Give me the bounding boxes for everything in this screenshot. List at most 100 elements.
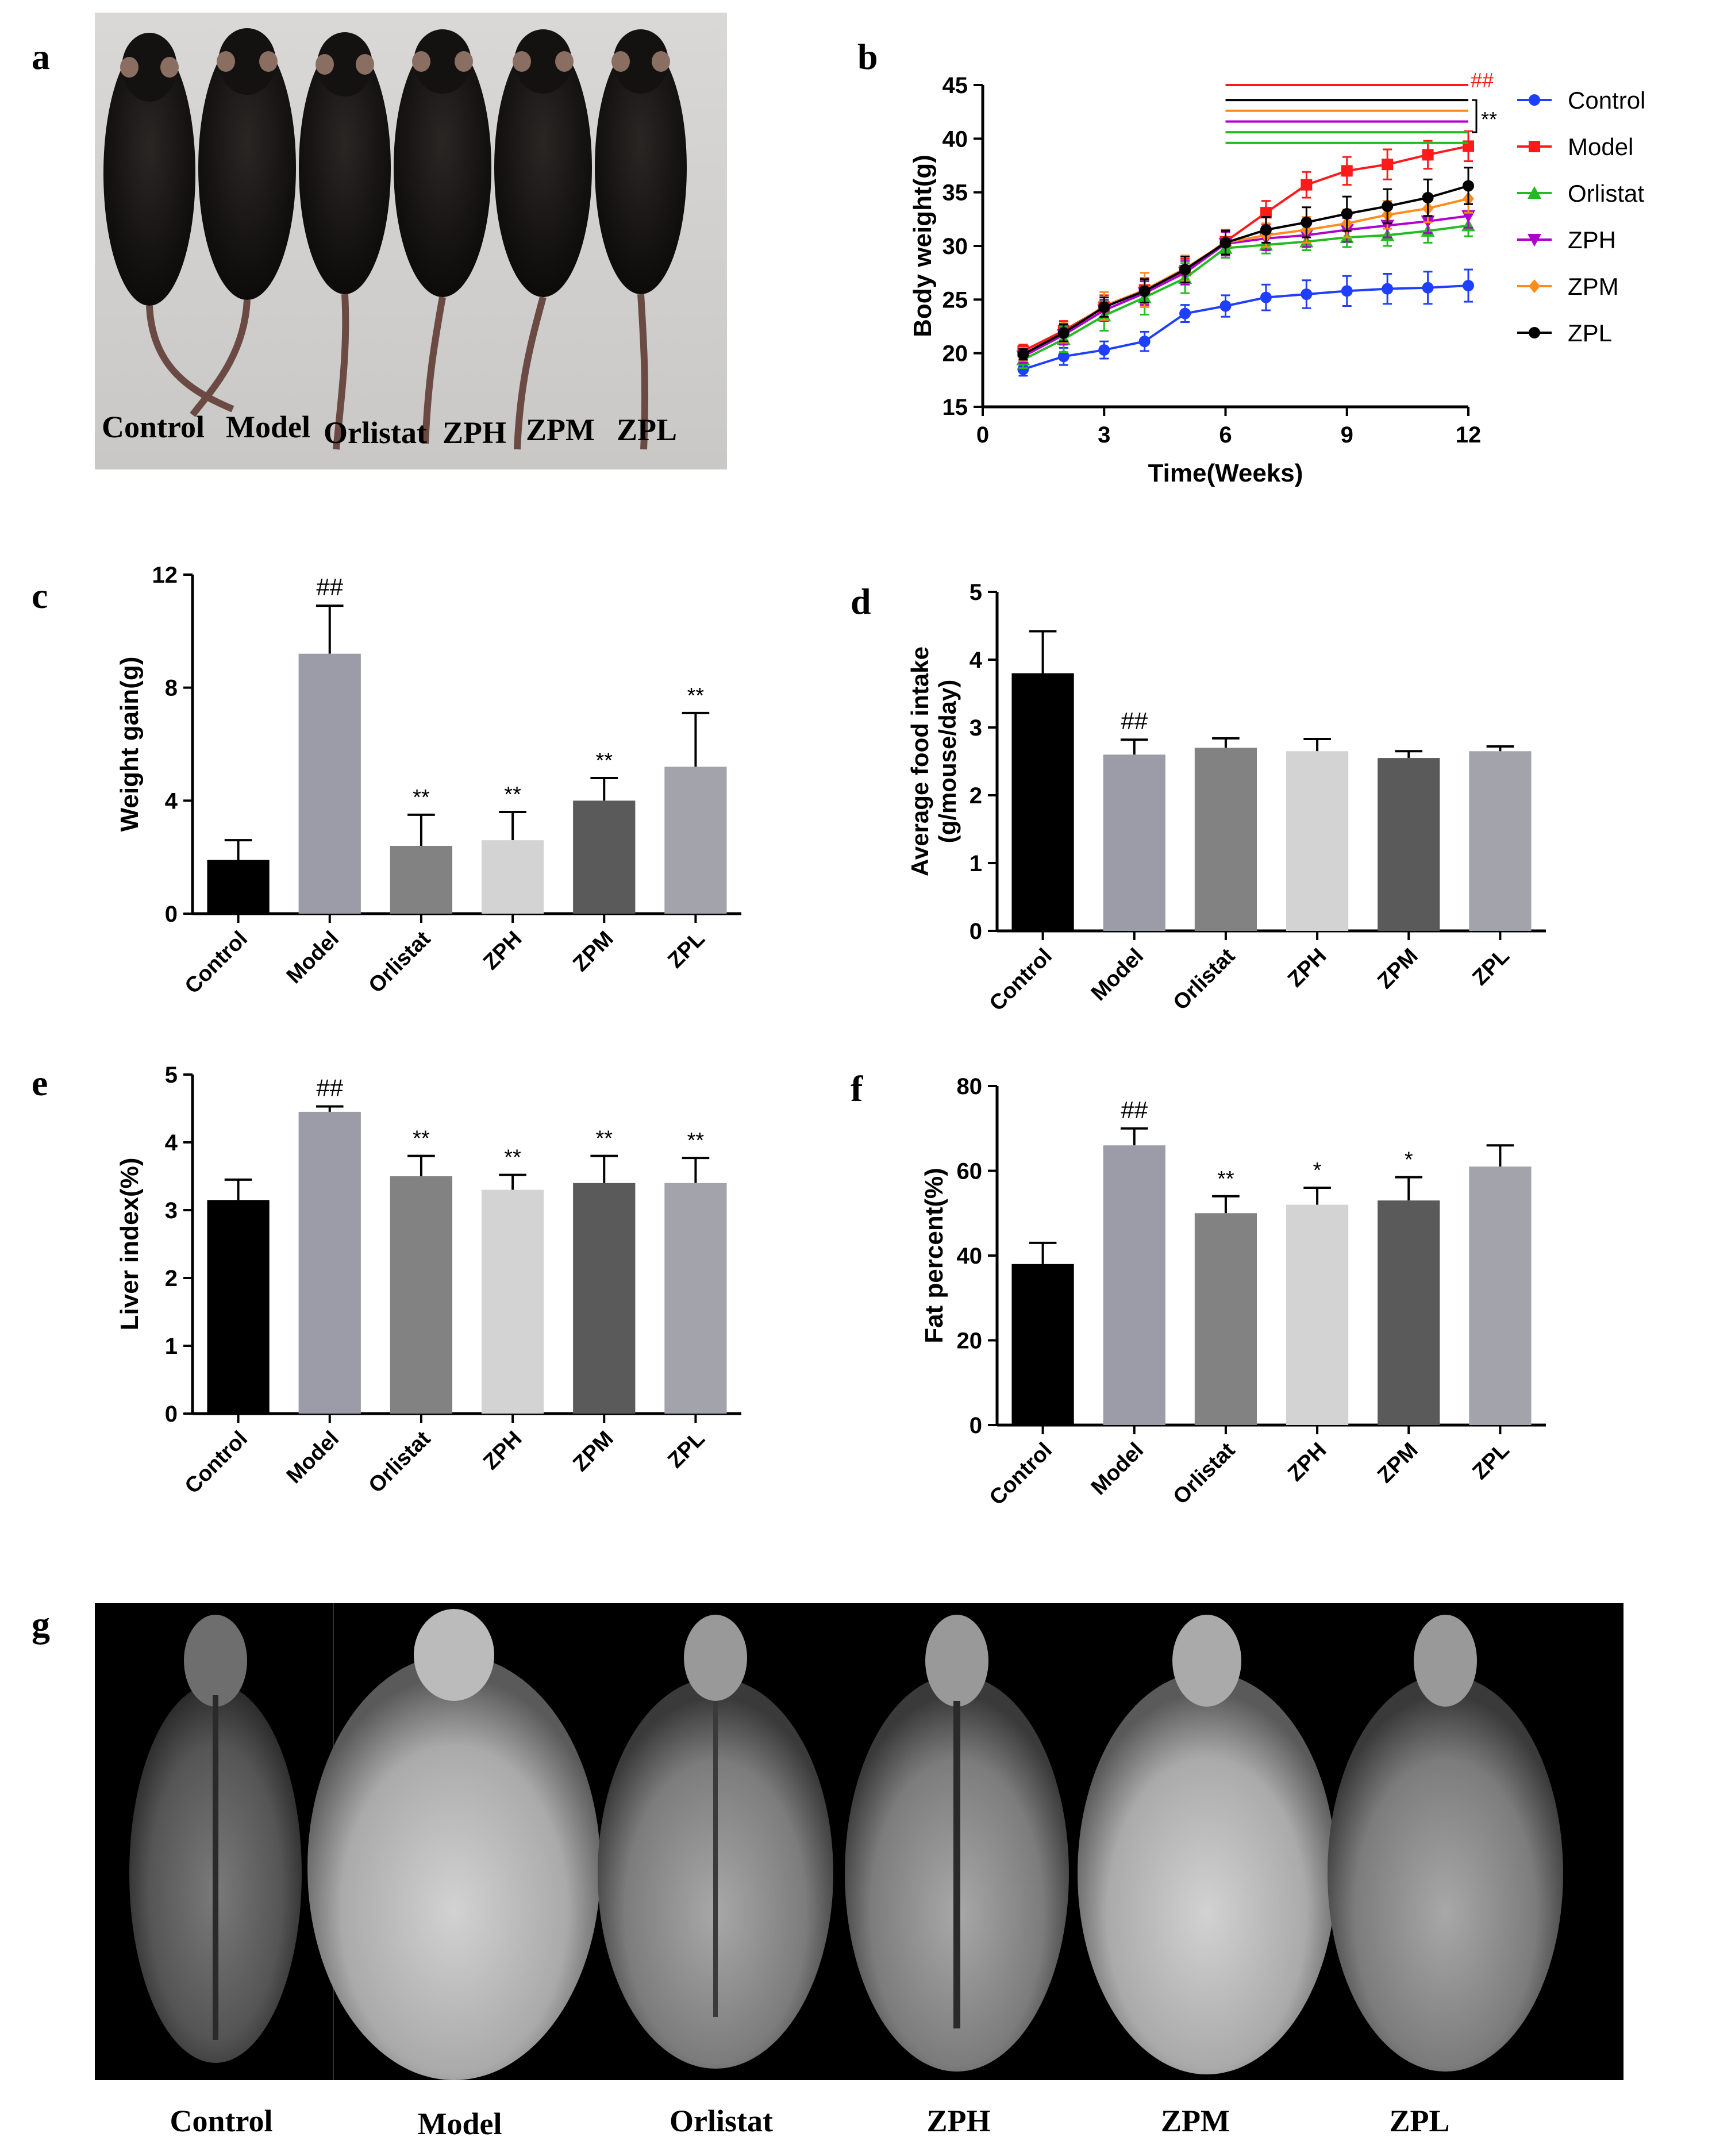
legend-item-zpm: ZPM (1517, 273, 1619, 300)
mice-photo-illustration (95, 13, 727, 469)
bar-group-zpl: ** ZPL (663, 684, 727, 973)
bar (664, 1183, 727, 1414)
x-tick-label: Orlistat (1169, 944, 1240, 1015)
bar (1286, 1204, 1349, 1425)
significance-mark: ** (595, 1127, 613, 1151)
data-point (1179, 264, 1191, 276)
bar-group-model: ## Model (1087, 1096, 1165, 1500)
bar (1286, 751, 1349, 931)
bar-group-zph: ** ZPH (479, 783, 544, 975)
data-point (1382, 159, 1394, 171)
bar (1103, 754, 1165, 931)
data-point (1138, 336, 1151, 348)
x-tick-label: ZPH (1283, 944, 1331, 992)
data-point (1260, 224, 1272, 236)
y-tick-label: 0 (970, 1413, 982, 1438)
significance-mark: ** (413, 786, 430, 810)
bar-group-orlistat: ** Orlistat (1169, 1167, 1257, 1509)
bar (298, 653, 361, 914)
y-tick-label: 4 (165, 788, 178, 814)
bar (207, 860, 270, 914)
data-point (1017, 363, 1029, 375)
series-line (1022, 184, 1469, 356)
data-point (1098, 301, 1110, 313)
y-tick-label: 12 (152, 563, 178, 588)
bar-group-zpl: ** ZPL (663, 1129, 727, 1473)
x-tick-label: ZPH (479, 1427, 526, 1474)
significance-mark: ** (504, 783, 521, 807)
y-tick-label: 8 (165, 676, 178, 701)
xray-label-zph: ZPH (926, 2104, 991, 2138)
y-tick-label: 35 (942, 180, 968, 206)
significance-mark: * (1313, 1158, 1322, 1183)
bar (1378, 1200, 1440, 1425)
xray-zpl (1328, 1615, 1563, 2072)
x-tick-label: Control (985, 1438, 1057, 1510)
data-point (1529, 327, 1540, 338)
x-tick-label: Control (180, 1427, 252, 1499)
xray-images (129, 1603, 1563, 2080)
y-tick-label: 60 (957, 1159, 983, 1184)
significance-mark: ** (687, 684, 705, 708)
y-axis-title: Weight gain(g) (116, 657, 144, 832)
significance-mark: ** (687, 1129, 705, 1153)
bar (1194, 1213, 1257, 1425)
y-tick-label: 40 (957, 1243, 983, 1269)
data-point (1422, 282, 1434, 294)
x-tick-label: ZPM (1373, 944, 1422, 994)
xray-label-orlistat: Orlistat (670, 2104, 773, 2138)
mice-photo: Control Model Orlistat ZPH ZPM ZPL (95, 13, 727, 469)
bar-group-orlistat: ** Orlistat (364, 1127, 453, 1497)
bar (664, 767, 727, 914)
panel-label-a: a (32, 36, 50, 77)
bar (1469, 751, 1532, 931)
series-zpl (1017, 167, 1474, 361)
series-line (1022, 284, 1469, 371)
y-tick-label: 5 (970, 580, 982, 605)
legend-item-zpl: ZPL (1517, 319, 1612, 346)
y-tick-label: 20 (957, 1329, 983, 1354)
data-point (1341, 208, 1353, 220)
bar-group-zph: ZPH (1283, 738, 1349, 992)
xray-label-zpl: ZPL (1389, 2104, 1450, 2138)
data-point (1382, 283, 1394, 295)
bar-group-zpm: ** ZPM (568, 749, 636, 976)
bar-group-zpm: * ZPM (1373, 1148, 1440, 1488)
legend-label: ZPL (1568, 319, 1612, 346)
data-point (1301, 179, 1313, 191)
significance-mark: ## (1121, 1096, 1148, 1123)
x-tick-label: 0 (976, 422, 989, 448)
y-axis-title: Fat percent(%) (920, 1168, 948, 1343)
bar-group-zpm: ** ZPM (568, 1127, 636, 1476)
x-tick-label: ZPH (1283, 1438, 1331, 1486)
x-tick-label: ZPM (1373, 1438, 1422, 1488)
legend-item-control: Control (1517, 87, 1645, 114)
y-axis-title: Average food intake (906, 646, 933, 876)
series-zpm (1017, 184, 1474, 362)
x-tick-label: ZPL (1468, 944, 1514, 990)
panel-label-e: e (32, 1062, 48, 1103)
x-tick-label: ZPM (568, 927, 618, 976)
data-point (1341, 285, 1353, 297)
bar (481, 840, 544, 914)
legend-label: ZPM (1568, 273, 1619, 300)
series-model (1017, 130, 1474, 359)
x-tick-label: 3 (1098, 422, 1110, 448)
data-point (1057, 351, 1069, 363)
panel-label-d: d (851, 581, 871, 622)
data-point (1422, 149, 1434, 161)
significance-mark: ## (316, 1074, 343, 1101)
data-point (1138, 285, 1151, 297)
bar (1011, 1264, 1074, 1425)
bar-group-model: ## Model (282, 1074, 361, 1488)
y-tick-label: 1 (165, 1334, 178, 1359)
legend-item-orlistat: Orlistat (1517, 180, 1644, 207)
y-tick-label: 45 (942, 73, 968, 98)
significance-mark: * (1405, 1148, 1413, 1172)
legend-label: Orlistat (1568, 180, 1644, 207)
y-tick-label: 1 (970, 851, 982, 876)
data-point (1529, 141, 1540, 152)
bar (1194, 748, 1257, 931)
food-intake-bar-chart: 0 1 2 3 4 5 Average food intake (g/mouse/day) Co… (906, 580, 1546, 1016)
data-point (1529, 94, 1540, 106)
